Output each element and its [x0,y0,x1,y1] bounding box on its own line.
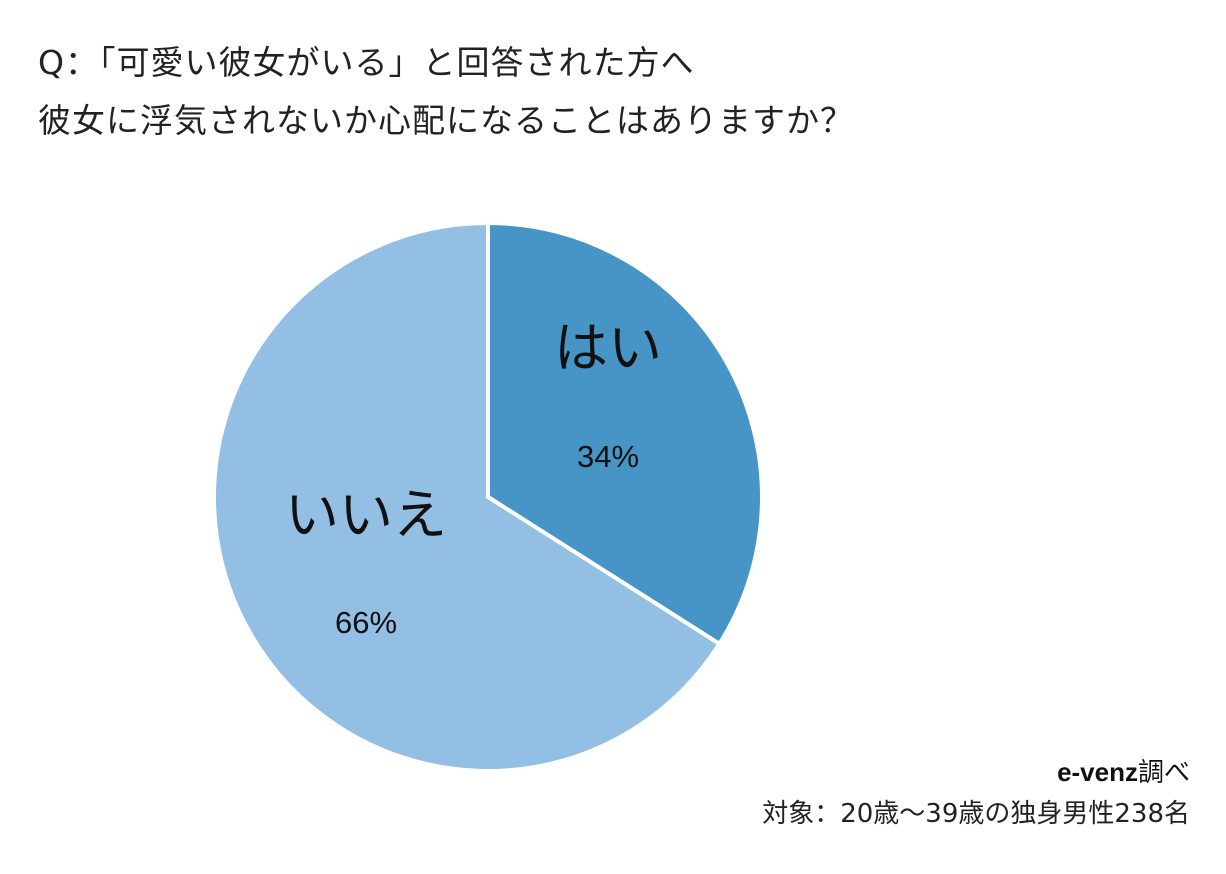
source-suffix: 調べ [1137,758,1190,788]
question-title: Q：「可愛い彼女がいる」と回答された方へ 彼女に浮気されないか心配になることはあ… [38,34,1188,150]
pie-slice-no [212,220,723,773]
chart-footer: e-venz調べ 対象：20歳〜39歳の独身男性238名 [490,752,1190,835]
question-line-1: Q：「可愛い彼女がいる」と回答された方へ [38,43,695,82]
source-brand: e-venz [1057,757,1138,787]
slice-value-yes: 34% [577,439,639,474]
source-credit: e-venz調べ [490,752,1190,793]
slice-label-no: いいえ [285,484,447,547]
question-line-2: 彼女に浮気されないか心配になることはありますか？ [38,101,854,140]
slice-value-no: 66% [335,605,397,640]
slice-label-yes: はい [554,317,662,380]
survey-sample: 対象：20歳〜39歳の独身男性238名 [762,799,1190,829]
